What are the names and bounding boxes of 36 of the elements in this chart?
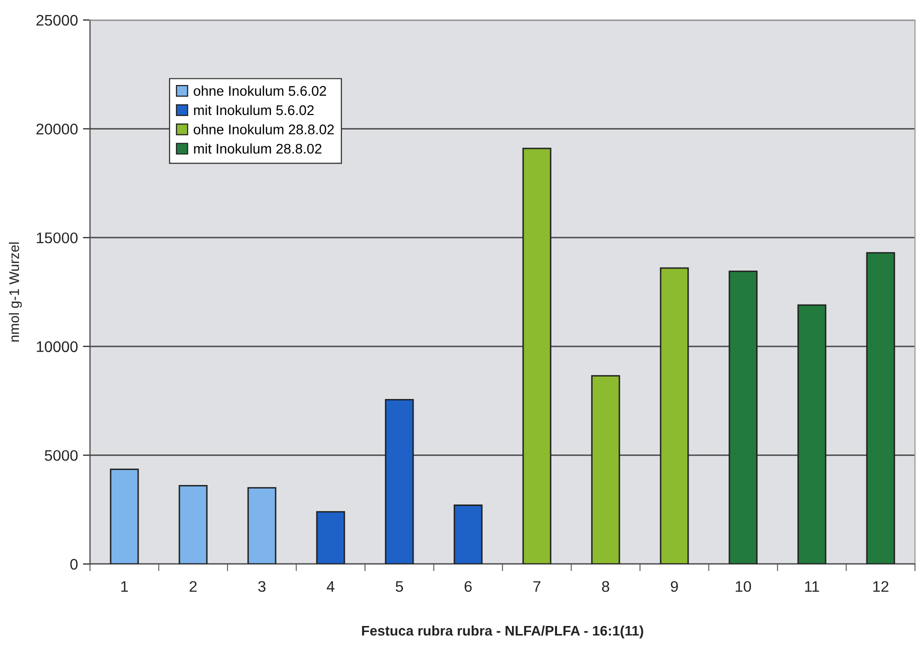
x-tick-label: 11 — [805, 581, 820, 592]
legend-label: ohne Inokulum 5.6.02 — [194, 86, 326, 96]
x-tick-label: 4 — [326, 581, 334, 592]
legend-label: ohne Inokulum 28.8.02 — [194, 124, 334, 134]
y-tick-label: 20000 — [36, 124, 78, 134]
x-tick-label: 1 — [121, 581, 128, 592]
x-axis-title: Festuca rubra rubra - NLFA/PLFA - 16:1(11) — [362, 625, 644, 638]
y-tick-label: 0 — [70, 558, 78, 570]
y-tick-label: 10000 — [36, 341, 78, 352]
legend-label: mit Inokulum 28.8.02 — [194, 143, 322, 154]
bar — [178, 484, 208, 564]
bar — [454, 504, 483, 564]
y-tick-label: 5000 — [44, 450, 78, 461]
bar — [384, 399, 414, 564]
bar — [591, 375, 620, 564]
x-tick-label: 7 — [533, 581, 540, 592]
y-tick-label: 25000 — [36, 14, 78, 26]
bar — [660, 267, 689, 564]
bar — [110, 468, 139, 564]
y-axis-title: nmol g-1 Wurzel — [8, 242, 22, 342]
x-tick-label: 8 — [602, 581, 610, 592]
bar — [797, 304, 826, 564]
y-tick-label: 15000 — [36, 232, 78, 244]
x-tick-label: 3 — [258, 581, 266, 592]
legend-label: mit Inokulum 5.6.02 — [194, 104, 314, 116]
bar — [522, 148, 552, 564]
bar — [728, 270, 758, 564]
bar — [316, 511, 346, 564]
bar — [247, 487, 276, 564]
x-tick-label: 5 — [396, 581, 403, 592]
x-tick-label: 10 — [736, 581, 752, 592]
x-tick-label: 6 — [464, 581, 472, 592]
x-tick-label: 12 — [873, 581, 888, 592]
x-tick-label: 2 — [190, 581, 197, 592]
bar — [866, 252, 896, 564]
x-tick-label: 9 — [670, 581, 678, 592]
